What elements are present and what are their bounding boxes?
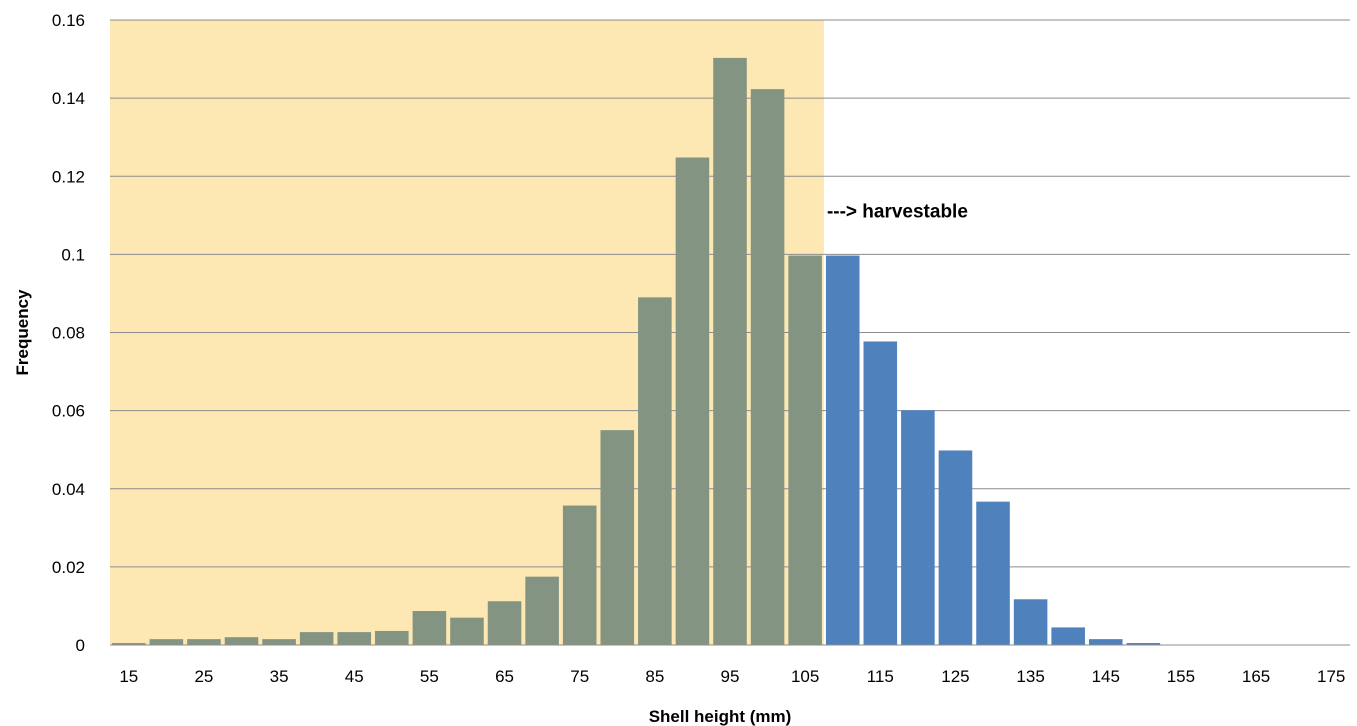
x-tick-label: 35 <box>270 667 289 686</box>
bar <box>1126 643 1161 645</box>
x-tick-label: 105 <box>791 667 819 686</box>
bar <box>713 57 747 645</box>
bar <box>750 89 785 645</box>
y-tick-label: 0 <box>76 636 85 655</box>
x-tick-label: 175 <box>1317 667 1345 686</box>
x-tick-label: 135 <box>1016 667 1044 686</box>
x-tick-label: 25 <box>194 667 213 686</box>
x-tick-label: 165 <box>1242 667 1270 686</box>
x-tick-label: 95 <box>721 667 740 686</box>
x-tick-labels: 15 25 35 45 55 65 75 85 95 105 115 125 135 145 155 165 1… <box>119 667 1345 686</box>
y-axis-title: Frequency <box>13 289 32 376</box>
x-tick-label: 75 <box>570 667 589 686</box>
bar <box>149 639 184 645</box>
x-tick-label: 85 <box>645 667 664 686</box>
bar <box>562 505 597 645</box>
bar <box>487 601 522 645</box>
bar <box>976 501 1010 645</box>
annotation-harvestable: ---> harvestable <box>827 201 968 222</box>
bar <box>525 576 559 645</box>
y-tick-label: 0.1 <box>61 245 85 264</box>
bar <box>825 255 860 645</box>
bar <box>187 639 221 645</box>
bar <box>412 611 447 645</box>
x-tick-label: 145 <box>1092 667 1120 686</box>
bar <box>938 450 973 645</box>
bar <box>262 639 296 645</box>
x-tick-label: 125 <box>941 667 969 686</box>
bar <box>901 410 935 645</box>
bar <box>675 157 710 645</box>
bars <box>112 57 1161 645</box>
bar <box>600 430 635 645</box>
y-tick-label: 0.02 <box>52 558 85 577</box>
bar <box>450 617 484 645</box>
x-tick-label: 155 <box>1167 667 1195 686</box>
x-tick-label: 55 <box>420 667 439 686</box>
x-tick-label: 45 <box>345 667 364 686</box>
y-tick-label: 0.14 <box>52 89 85 108</box>
x-axis-title: Shell height (mm) <box>649 707 792 726</box>
bar <box>112 643 146 645</box>
y-tick-labels: 0 0.02 0.04 0.06 0.08 0.1 0.12 0.14 0.16 <box>52 11 85 655</box>
bar <box>337 632 372 645</box>
bar <box>299 632 334 645</box>
y-tick-label: 0.06 <box>52 402 85 421</box>
y-tick-label: 0.16 <box>52 11 85 30</box>
y-tick-label: 0.12 <box>52 167 85 186</box>
bar <box>863 341 898 645</box>
x-tick-label: 115 <box>867 667 894 686</box>
x-tick-label: 65 <box>495 667 514 686</box>
bar <box>638 297 672 645</box>
bar <box>224 637 259 645</box>
bar <box>1051 627 1085 645</box>
bar <box>375 630 409 645</box>
bar <box>1013 599 1048 645</box>
bar <box>1088 639 1123 645</box>
bar <box>788 255 822 645</box>
x-tick-label: 15 <box>119 667 138 686</box>
y-tick-label: 0.04 <box>52 480 85 499</box>
y-tick-label: 0.08 <box>52 324 85 343</box>
